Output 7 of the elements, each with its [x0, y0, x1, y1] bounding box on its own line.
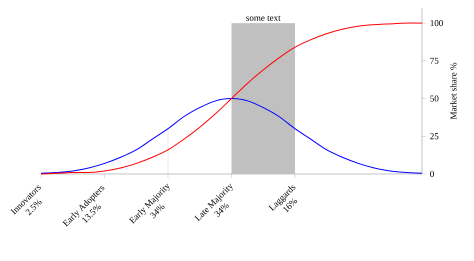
y-axis-title: Market share %: [450, 62, 457, 120]
y-tick-label: 25: [430, 133, 438, 140]
y-tick-label: 50: [430, 95, 438, 102]
y-tick-label: 75: [430, 58, 438, 64]
y-tick-label: 0: [430, 170, 434, 178]
y-tick-label: 100: [430, 20, 443, 26]
band-label: some text: [246, 16, 281, 21]
